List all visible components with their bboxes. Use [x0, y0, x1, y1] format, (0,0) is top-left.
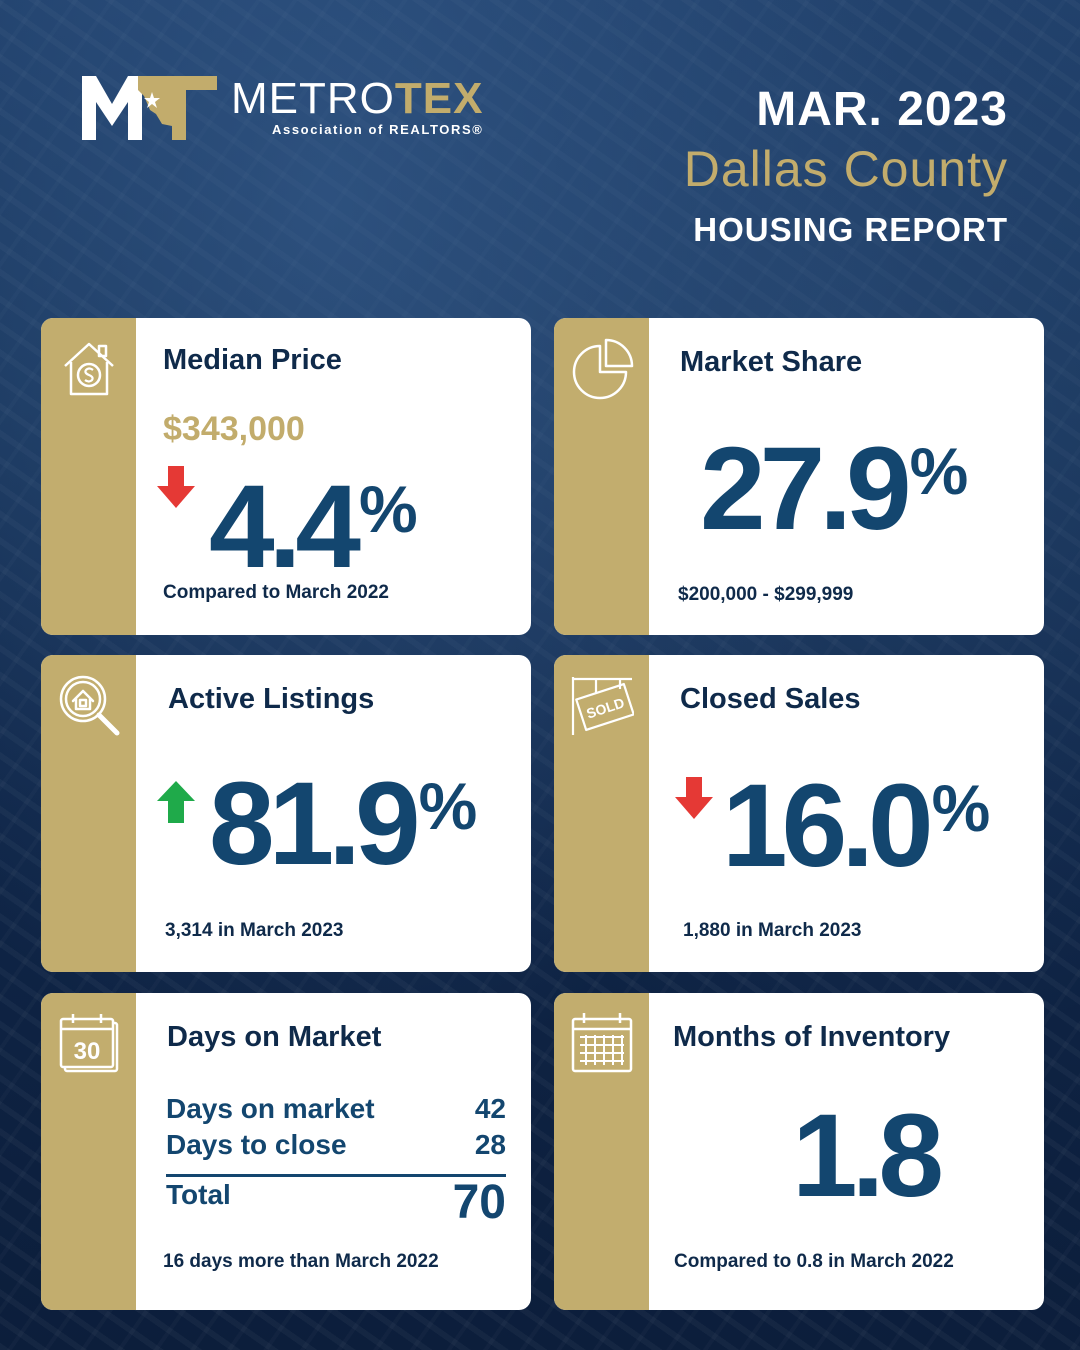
- card-note: Compared to March 2022: [163, 582, 389, 603]
- logo-name: METRO TEX: [231, 77, 483, 121]
- calendar-number: 30: [74, 1038, 101, 1065]
- logo-name-tex: TEX: [394, 74, 484, 123]
- median-price-change-number: 4.4: [209, 461, 361, 593]
- dom-total-label: Total: [166, 1179, 231, 1210]
- card-note: 16 days more than March 2022: [163, 1251, 439, 1272]
- closed-sales-change-number: 16.0: [722, 760, 934, 892]
- median-price-value: $343,000: [163, 410, 305, 448]
- dom-row-label: Days to close: [166, 1129, 347, 1160]
- report-title-block: MAR. 2023 Dallas County HOUSING REPORT: [684, 82, 1008, 260]
- calendar-30-icon: 30: [59, 1014, 119, 1073]
- card-note: Compared to 0.8 in March 2022: [674, 1251, 954, 1272]
- percent-sign: %: [909, 434, 969, 508]
- pie-chart-icon: [572, 338, 634, 400]
- active-listings-change: 81.9%: [209, 765, 477, 883]
- dom-row-close: Days to close 28: [166, 1129, 506, 1161]
- months-of-inventory-card: Months of Inventory 1.8 Compared to 0.8 …: [554, 993, 1044, 1310]
- calendar-grid-icon: [571, 1013, 633, 1073]
- market-share-card: Market Share 27.9% $200,000 - $299,999: [554, 318, 1044, 635]
- card-title: Market Share: [680, 346, 863, 378]
- percent-sign: %: [359, 472, 418, 546]
- card-note: 1,880 in March 2023: [683, 920, 862, 941]
- sold-sign-icon: SOLD: [571, 677, 634, 735]
- closed-sales-card: SOLD Closed Sales 16.0% 1,880 in March 2…: [554, 655, 1044, 972]
- median-price-card: Median Price $343,000 4.4% Compared to M…: [41, 318, 531, 635]
- arrow-down-icon: [675, 777, 713, 819]
- report-date: MAR. 2023: [756, 83, 1008, 136]
- logo-text: METRO TEX Association of REALTORS®: [231, 77, 484, 138]
- percent-sign: %: [418, 769, 478, 843]
- days-on-market-card: 30 Days on Market Days on market 42 Days…: [41, 993, 531, 1310]
- card-title: Days on Market: [167, 1021, 382, 1053]
- percent-sign: %: [931, 771, 991, 845]
- dom-row-value: 28: [474, 1129, 506, 1160]
- card-title: Months of Inventory: [673, 1021, 951, 1053]
- logo-name-metro: METRO: [231, 74, 395, 123]
- dom-row-label: Days on market: [166, 1093, 375, 1124]
- card-title: Median Price: [163, 344, 342, 376]
- active-listings-card: Active Listings 81.9% 3,314 in March 202…: [41, 655, 531, 972]
- magnifier-house-icon: [59, 675, 120, 736]
- card-note: 3,314 in March 2023: [165, 920, 344, 941]
- house-dollar-icon: [64, 342, 114, 396]
- months-inventory-value: 1.8: [792, 1090, 944, 1222]
- closed-sales-change: 16.0%: [722, 767, 990, 885]
- card-title: Closed Sales: [680, 683, 861, 715]
- metrotex-logo: METRO TEX Association of REALTORS®: [82, 74, 483, 140]
- arrow-up-icon: [157, 781, 195, 823]
- logo-subtitle: Association of REALTORS®: [272, 122, 484, 137]
- dom-total-value: 70: [452, 1176, 506, 1229]
- active-listings-change-number: 81.9: [209, 758, 421, 890]
- report-heading: HOUSING REPORT: [693, 211, 1008, 248]
- market-share-number: 27.9: [700, 423, 912, 555]
- card-title: Active Listings: [168, 683, 375, 715]
- svg-text:SOLD: SOLD: [584, 694, 626, 721]
- report-county: Dallas County: [683, 141, 1008, 197]
- dom-row-value: 42: [474, 1093, 506, 1124]
- dom-total-row: Total 70: [166, 1179, 506, 1227]
- card-stripe: [41, 318, 136, 635]
- header: METRO TEX Association of REALTORS® MAR. 2…: [0, 0, 1080, 300]
- divider: [166, 1174, 506, 1177]
- market-share-value: 27.9%: [700, 430, 968, 548]
- card-stripe: [554, 655, 649, 972]
- card-note: $200,000 - $299,999: [678, 584, 854, 605]
- median-price-change: 4.4%: [209, 468, 418, 586]
- mt-logo-mark-icon: [82, 76, 217, 140]
- arrow-down-icon: [157, 466, 195, 508]
- dom-row-market: Days on market 42: [166, 1093, 506, 1125]
